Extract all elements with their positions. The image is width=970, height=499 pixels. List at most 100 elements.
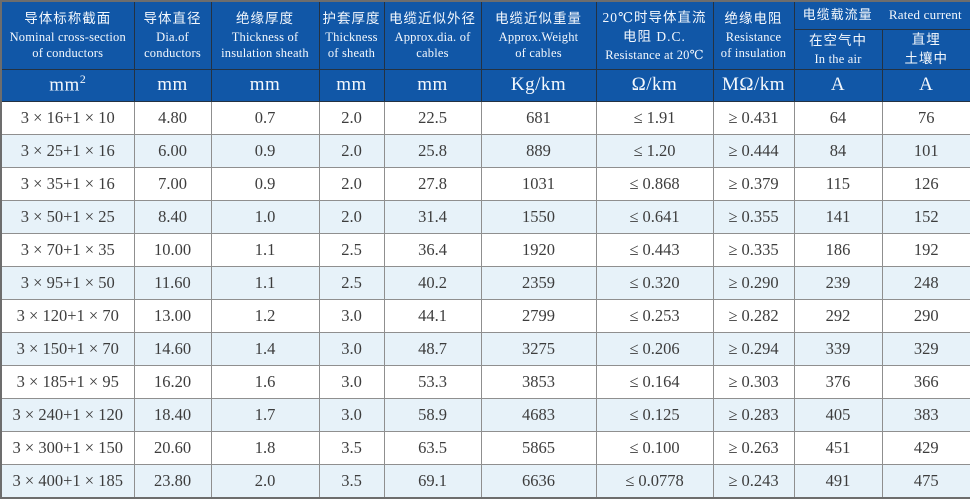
header-en-label: Resistance <box>725 29 782 44</box>
table-cell: 1920 <box>480 232 597 267</box>
table-cell: 2.0 <box>318 166 385 201</box>
table-cell: 14.60 <box>133 331 212 366</box>
col-header-approx-weight: 电缆近似重量 Approx.Weight of cables <box>480 0 597 70</box>
table-cell: 2.0 <box>318 133 385 168</box>
table-cell: 4683 <box>480 397 597 432</box>
unit-cell: MΩ/km <box>712 68 795 102</box>
table-cell: 681 <box>480 100 597 135</box>
table-cell: 292 <box>793 298 883 333</box>
table-cell: 366 <box>881 364 970 399</box>
table-cell: 76 <box>881 100 970 135</box>
header-en-label: conductors <box>144 46 201 61</box>
col-header-insulation-resistance: 绝缘电阻 Resistance of insulation <box>712 0 795 70</box>
table-cell: 20.60 <box>133 430 212 465</box>
table-cell: 3 × 185+1 × 95 <box>0 364 135 399</box>
table-cell: 3 × 240+1 × 120 <box>0 397 135 432</box>
header-en-label: of sheath <box>327 46 376 61</box>
table-cell: 339 <box>793 331 883 366</box>
table-cell: 58.9 <box>383 397 482 432</box>
table-cell: ≥ 0.283 <box>712 397 795 432</box>
table-row: 3 × 240+1 × 120 18.40 1.7 3.0 58.9 4683 ≤ 0.12… <box>0 397 970 432</box>
header-zh-label: 导体标称截面 <box>24 11 112 27</box>
table-cell: ≥ 0.303 <box>712 364 795 399</box>
table-cell: 1.2 <box>210 298 320 333</box>
table-cell: 152 <box>881 199 970 234</box>
table-cell: 18.40 <box>133 397 212 432</box>
unit-cell: mm <box>210 68 320 102</box>
header-en-label: of insulation <box>720 46 787 61</box>
header-en-label: cables <box>416 46 449 61</box>
table-row: 3 × 150+1 × 70 14.60 1.4 3.0 48.7 3275 ≤ 0.206… <box>0 331 970 366</box>
table-cell: 22.5 <box>383 100 482 135</box>
table-cell: 0.9 <box>210 166 320 201</box>
table-cell: 889 <box>480 133 597 168</box>
col-header-current-in-air: 在空气中 In the air <box>793 28 883 70</box>
table-cell: ≤ 1.91 <box>595 100 714 135</box>
table-cell: 2359 <box>480 265 597 300</box>
table-cell: ≥ 0.379 <box>712 166 795 201</box>
table-cell: ≤ 0.868 <box>595 166 714 201</box>
table-cell: 3 × 16+1 × 10 <box>0 100 135 135</box>
table-cell: 3 × 25+1 × 16 <box>0 133 135 168</box>
table-cell: 3.0 <box>318 397 385 432</box>
table-cell: 376 <box>793 364 883 399</box>
table-row: 3 × 400+1 × 185 23.80 2.0 3.5 69.1 6636 ≤ 0.07… <box>0 463 970 499</box>
table-cell: 1.1 <box>210 232 320 267</box>
table-cell: 186 <box>793 232 883 267</box>
table-cell: 126 <box>881 166 970 201</box>
table-cell: 7.00 <box>133 166 212 201</box>
header-zh-label: 导体直径 <box>143 11 202 27</box>
table-cell: ≤ 0.0778 <box>595 463 714 499</box>
table-cell: 2.0 <box>210 463 320 499</box>
header-zh-label: 在空气中 <box>809 33 867 49</box>
unit-cell: Kg/km <box>480 68 597 102</box>
unit-cell: Ω/km <box>595 68 714 102</box>
col-group-rated-current: 电缆载流量 Rated current <box>793 0 970 30</box>
table-cell: 23.80 <box>133 463 212 499</box>
table-cell: 192 <box>881 232 970 267</box>
table-row: 3 × 120+1 × 70 13.00 1.2 3.0 44.1 2799 ≤ 0.253… <box>0 298 970 333</box>
table-cell: 239 <box>793 265 883 300</box>
group-en-label: Rated current <box>888 6 962 22</box>
table-cell: 141 <box>793 199 883 234</box>
table-cell: ≤ 0.443 <box>595 232 714 267</box>
table-cell: 491 <box>793 463 883 499</box>
header-en-label: Resistance at 20℃ <box>605 47 704 62</box>
col-header-conductor-diameter: 导体直径 Dia.of conductors <box>133 0 212 70</box>
units-row: mm2 mm mm mm mm Kg/km Ω/km MΩ/km A A <box>0 68 970 102</box>
table-cell: 1.8 <box>210 430 320 465</box>
table-cell: ≤ 0.253 <box>595 298 714 333</box>
table-cell: 69.1 <box>383 463 482 499</box>
table-cell: ≥ 0.294 <box>712 331 795 366</box>
table-cell: 6.00 <box>133 133 212 168</box>
table-row: 3 × 16+1 × 10 4.80 0.7 2.0 22.5 681 ≤ 1.91 ≥ 0.… <box>0 100 970 135</box>
header-en-label: In the air <box>814 51 862 66</box>
table-cell: ≥ 0.355 <box>712 199 795 234</box>
header-en-label: Nominal cross-section <box>9 29 126 44</box>
header-zh-label: 直埋 <box>911 31 941 47</box>
table-cell: 290 <box>881 298 970 333</box>
table-cell: 115 <box>793 166 883 201</box>
table-cell: 3.0 <box>318 364 385 399</box>
header-zh-label: 电缆近似外径 <box>389 11 476 27</box>
table-cell: 84 <box>793 133 883 168</box>
table-cell: 2799 <box>480 298 597 333</box>
unit-cell: mm <box>318 68 385 102</box>
table-row: 3 × 185+1 × 95 16.20 1.6 3.0 53.3 3853 ≤ 0.164… <box>0 364 970 399</box>
table-cell: 1550 <box>480 199 597 234</box>
table-cell: ≤ 0.125 <box>595 397 714 432</box>
table-cell: 405 <box>793 397 883 432</box>
table-cell: ≤ 0.641 <box>595 199 714 234</box>
table-cell: 3.5 <box>318 463 385 499</box>
table-cell: 3.0 <box>318 298 385 333</box>
unit-cell: A <box>793 68 883 102</box>
table-cell: ≥ 0.263 <box>712 430 795 465</box>
table-cell: 64 <box>793 100 883 135</box>
table-cell: 1.4 <box>210 331 320 366</box>
table-row: 3 × 95+1 × 50 11.60 1.1 2.5 40.2 2359 ≤ 0.320 ≥… <box>0 265 970 300</box>
table-cell: 3.5 <box>318 430 385 465</box>
header-en-label: Approx.dia. of <box>394 29 471 44</box>
table-cell: 36.4 <box>383 232 482 267</box>
table-row: 3 × 300+1 × 150 20.60 1.8 3.5 63.5 5865 ≤ 0.10… <box>0 430 970 465</box>
